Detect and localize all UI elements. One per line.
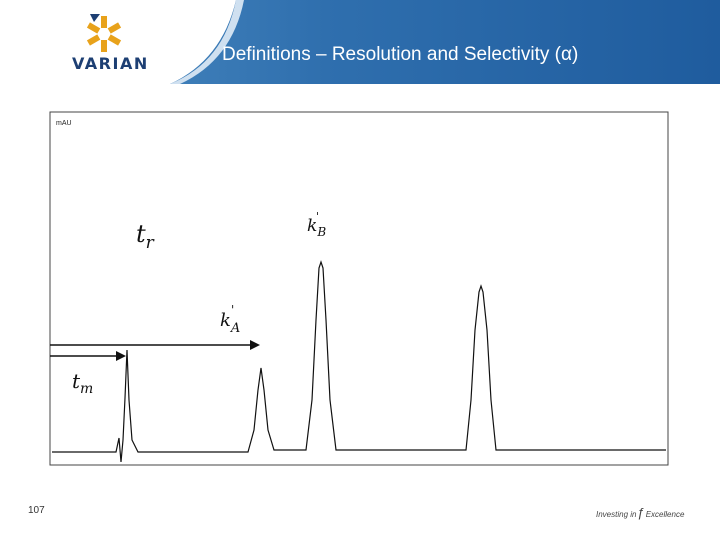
tm-arrow-head [116,351,126,361]
label-ka-prime: ' [231,303,234,317]
plot-frame [49,111,669,466]
label-tm: tm [72,369,93,397]
label-tr: tr [136,220,155,253]
tagline-left: Investing in [596,510,637,519]
y-axis-unit-label: mAU [56,120,72,127]
footer-tagline: Investing inƒExcellence [596,505,684,520]
tr-arrow-head [250,340,260,350]
chromatogram-trace [52,260,666,463]
slide-header: VARIAN Definitions – Resolution and Sele… [0,0,720,84]
slide-title: Definitions – Resolution and Selectivity… [222,44,579,65]
tagline-right: Excellence [645,510,685,519]
label-ka: kA [220,310,240,336]
label-kb-prime: ' [316,210,319,223]
logo-wordmark: VARIAN [72,54,149,73]
tagline-separator: ƒ [637,505,645,520]
label-kb: kB [307,216,326,239]
page-number: 107 [28,505,45,516]
varian-star-icon [86,14,122,52]
